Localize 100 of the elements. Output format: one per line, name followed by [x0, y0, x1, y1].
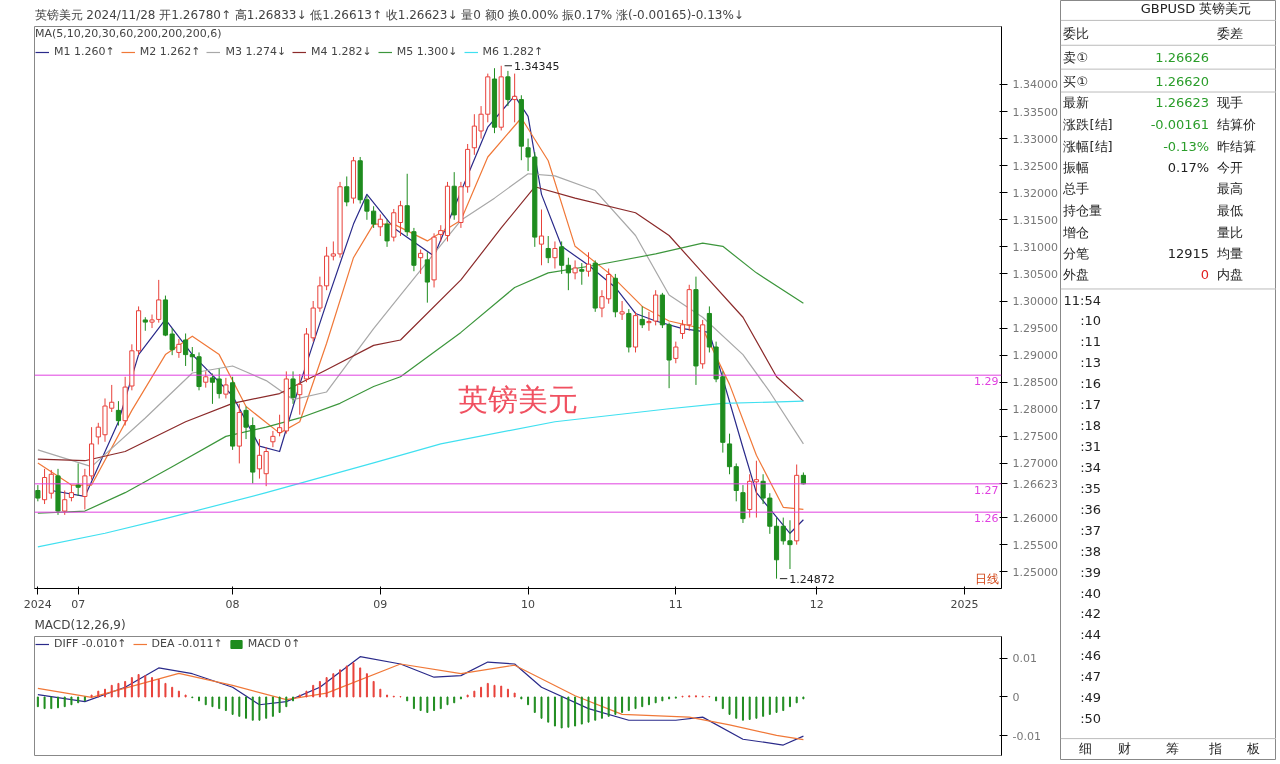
candlestick — [48, 469, 54, 500]
candlestick — [317, 276, 323, 313]
text: :47 — [1080, 669, 1102, 685]
legend-label: M1 1.260↑ — [54, 45, 115, 58]
y-tick-label: 1.28500 — [1012, 376, 1058, 390]
candlestick — [552, 240, 558, 270]
text: :13 — [1080, 355, 1102, 371]
text: :36 — [1080, 501, 1102, 517]
text: :42 — [1080, 606, 1102, 622]
x-tick-label: 2024 — [23, 597, 52, 611]
line-series — [37, 242, 804, 514]
y-tick-label: 1.26000 — [1012, 511, 1058, 525]
text: 12915 — [1167, 245, 1210, 261]
text: 外盘 — [1063, 266, 1090, 282]
text: :37 — [1080, 522, 1102, 538]
text: 1.26623 — [1155, 95, 1210, 111]
text: 0.17% — [1167, 160, 1210, 176]
chart-title: 英镑美元 2024/11/28 开1.26780↑ 高1.26833↓ 低1.26613↑ 收1.26623↓ 量0 额0 换0.00% 振0.17% 涨(-0.00165)-0.13%↓ — [34, 7, 744, 22]
y-tick-label: 1.27500 — [1012, 430, 1058, 444]
y-tick-label: 1.29000 — [1012, 349, 1058, 363]
x-tick-label: 11 — [668, 597, 683, 611]
candlestick — [424, 251, 430, 304]
legend-label: M3 1.274↓ — [225, 45, 287, 58]
legend-label: M5 1.300↓ — [396, 45, 458, 58]
text: :18 — [1080, 418, 1102, 434]
text: 今开 — [1217, 160, 1244, 176]
y-tick-label: 1.25500 — [1012, 538, 1058, 552]
y-tick-label: 1.26623 — [1012, 477, 1058, 491]
text: 卖① — [1063, 49, 1089, 65]
annotation: 日线 — [974, 571, 999, 586]
y-tick-label: 1.33000 — [1012, 132, 1058, 146]
candlestick — [149, 314, 155, 329]
candlestick — [545, 235, 551, 264]
ref-line-label: 1.29 — [974, 375, 999, 389]
candlestick — [619, 300, 625, 321]
candlestick — [183, 332, 189, 367]
candlestick — [62, 490, 68, 516]
text: 涨幅[结] — [1063, 139, 1113, 155]
candlestick — [538, 209, 545, 266]
candlestick — [565, 257, 571, 291]
text: 总手 — [1062, 181, 1090, 197]
annotation: 1.34345 — [513, 59, 560, 73]
text: :46 — [1080, 648, 1102, 664]
candlestick — [760, 473, 766, 505]
y-tick-label: 1.30000 — [1012, 295, 1058, 308]
text: 增仓 — [1062, 224, 1090, 240]
text: 最新 — [1063, 95, 1090, 111]
text: :17 — [1080, 397, 1102, 413]
candlestick — [223, 377, 229, 399]
x-tick-label: 10 — [521, 597, 536, 611]
legend-label: DEA -0.011↑ — [151, 637, 223, 650]
text: 最低 — [1217, 202, 1244, 218]
legend-label: DIFF -0.010↑ — [54, 637, 127, 650]
candlestick — [733, 462, 739, 502]
candlestick — [787, 519, 793, 570]
text: 委比 — [1063, 25, 1090, 41]
y-tick-label: 1.27000 — [1012, 457, 1058, 471]
y-tick-label: 0 — [1012, 690, 1020, 704]
text: 板 — [1246, 741, 1261, 757]
candlestick — [384, 219, 390, 248]
candlestick — [639, 305, 645, 329]
candlestick — [277, 414, 283, 437]
text: 量比 — [1217, 224, 1244, 240]
text: 买① — [1063, 73, 1089, 89]
text: 1.26620 — [1155, 73, 1210, 89]
candlestick — [512, 73, 518, 123]
y-tick-label: 0.01 — [1012, 652, 1037, 666]
y-tick-label: 1.31500 — [1012, 213, 1058, 227]
text: 委差 — [1217, 25, 1244, 41]
candlestick — [673, 341, 679, 364]
candlestick — [726, 433, 733, 475]
text: 0 — [1200, 266, 1210, 282]
text: :34 — [1080, 459, 1102, 475]
y-tick-label: 1.25000 — [1012, 565, 1058, 579]
text: 筹 — [1165, 741, 1179, 757]
y-tick-label: -0.01 — [1012, 729, 1041, 743]
y-tick-label: 1.30500 — [1012, 267, 1058, 281]
y-tick-label: 1.32500 — [1012, 159, 1058, 173]
candlestick — [75, 462, 81, 497]
candlestick — [397, 200, 404, 237]
ref-line-label: 1.26 — [974, 512, 999, 526]
text: :11 — [1080, 334, 1102, 350]
candlestick — [115, 400, 122, 427]
candlestick — [780, 517, 786, 546]
text: :35 — [1080, 480, 1102, 496]
x-tick-label: 12 — [809, 597, 824, 611]
text: :39 — [1080, 564, 1102, 580]
candlestick — [572, 259, 578, 280]
text: 现手 — [1217, 95, 1244, 111]
legend-label: M4 1.282↓ — [311, 45, 372, 58]
text: 振幅 — [1063, 160, 1090, 176]
legend-title: MA(5,10,20,30,60,200,200,200,6) — [35, 27, 223, 40]
y-tick-label: 1.34000 — [1012, 78, 1058, 92]
candlestick — [559, 240, 565, 275]
candlestick — [270, 430, 276, 448]
y-tick-label: 1.33500 — [1012, 105, 1058, 119]
text: :31 — [1080, 438, 1102, 454]
text: 持仓量 — [1063, 202, 1103, 218]
text: -0.13% — [1163, 139, 1210, 155]
text: 最高 — [1217, 181, 1244, 197]
